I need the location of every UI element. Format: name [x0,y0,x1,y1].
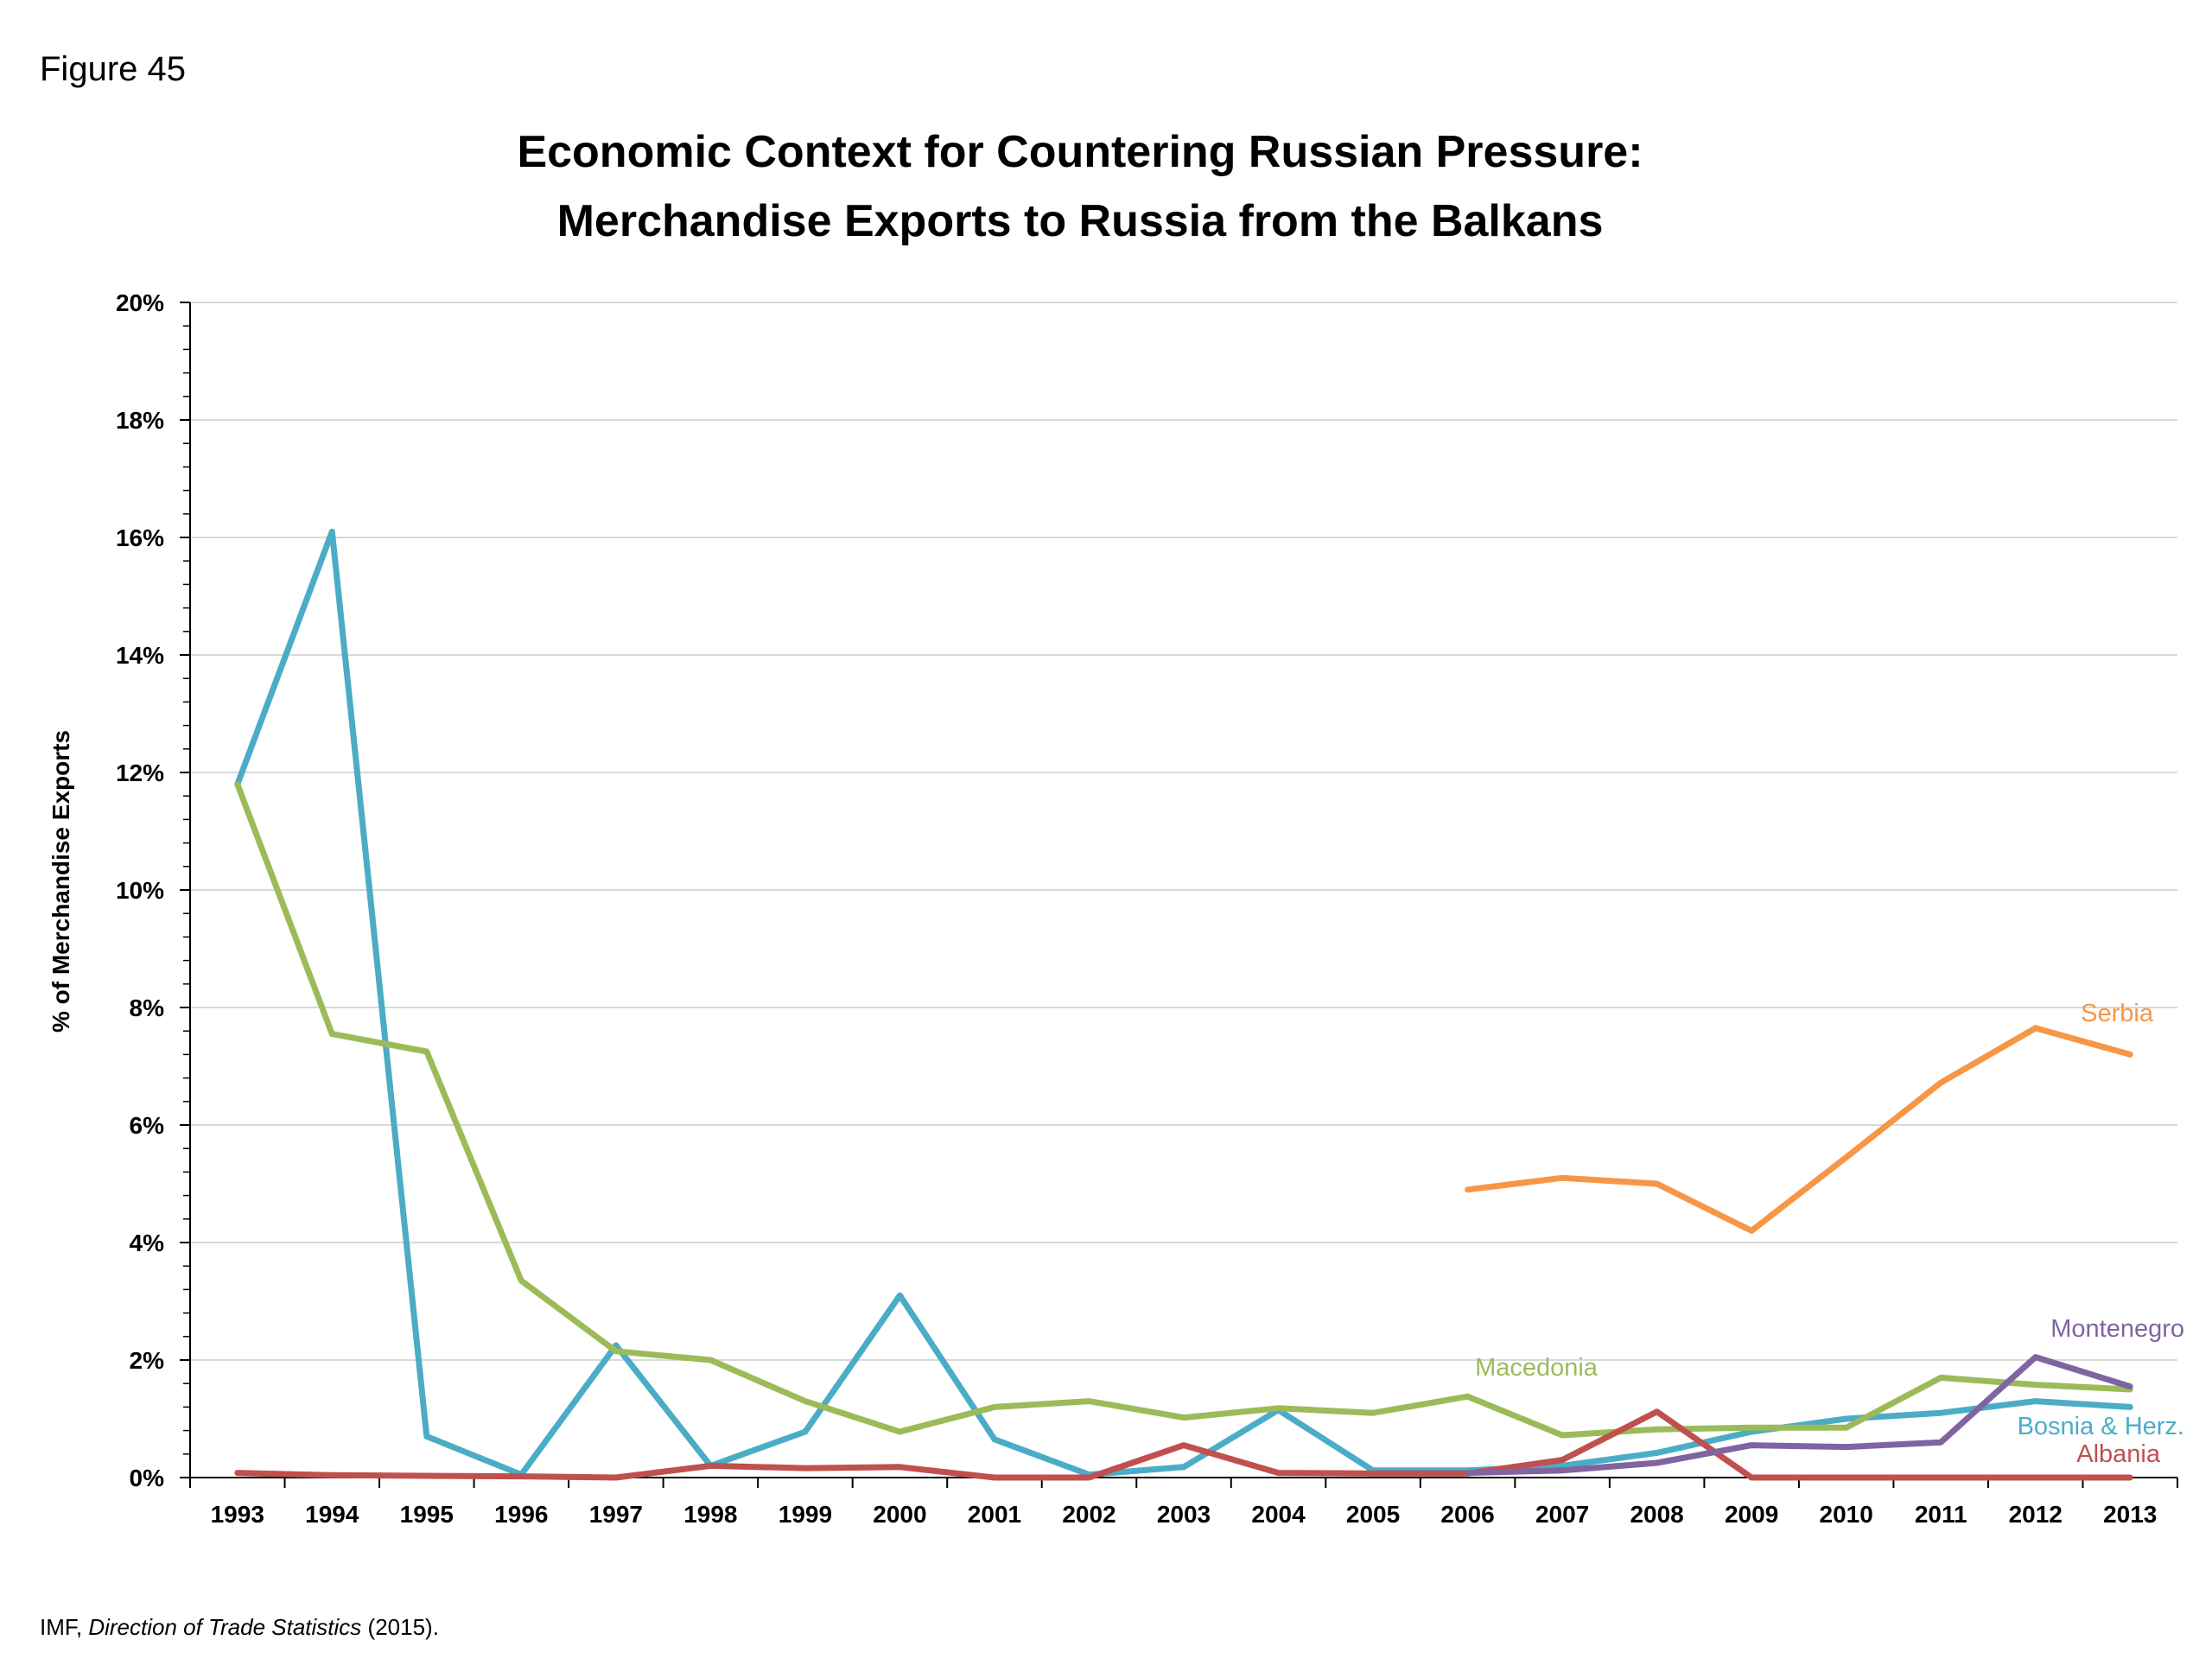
y-tick-label: 6% [130,1112,165,1139]
tick-labels: 0% 2% 4% 6% 8% 10% 12% 14% 16% 18% 20% 1993 1994 1995… [116,289,2157,1528]
source-prefix: IMF, [40,1614,89,1640]
x-tick-label: 1993 [211,1501,264,1528]
figure-label: Figure 45 [40,50,186,88]
x-tick-label: 2011 [1915,1501,1967,1528]
x-tick-label: 2010 [1820,1501,1873,1528]
x-tick-label: 1994 [305,1501,359,1528]
x-tick-label: 2008 [1630,1501,1683,1528]
x-tick-label: 2004 [1251,1501,1306,1528]
x-tick-label: 1999 [779,1501,832,1528]
x-tick-label: 2009 [1725,1501,1778,1528]
gridlines [190,302,2177,1361]
y-tick-label: 10% [116,877,164,904]
source-title: Direction of Trade Statistics [88,1614,362,1640]
y-tick-label: 20% [116,289,164,316]
series-line-macedonia [234,781,2133,1439]
x-tick-label: 2013 [2103,1501,2157,1528]
series-label-montenegro: Montenegro [2050,1315,2184,1343]
series-line-albania [234,1408,2133,1481]
series-line-montenegro [1465,1354,2133,1477]
x-tick-label: 2001 [968,1501,1021,1528]
x-tick-label: 1995 [400,1501,454,1528]
series-lines [234,528,2133,1481]
y-tick-label: 16% [116,524,164,551]
x-tick-label: 2002 [1062,1501,1116,1528]
y-tick-label: 18% [116,407,164,434]
y-tick-label: 4% [130,1230,165,1256]
y-axis-label: % of Merchandise Exports [48,730,74,1033]
y-tick-label: 14% [116,642,164,669]
y-tick-label: 12% [116,760,164,786]
axes [180,302,2178,1488]
y-tick-label: 2% [130,1347,165,1374]
source-suffix: (2015). [361,1614,439,1640]
chart-title-line-1: Economic Context for Countering Russian … [517,127,1643,177]
x-tick-label: 1996 [494,1501,548,1528]
chart-title-line-2: Merchandise Exports to Russia from the B… [556,196,1604,246]
x-tick-label: 2007 [1535,1501,1589,1528]
x-tick-label: 1997 [589,1501,643,1528]
x-tick-label: 2006 [1440,1501,1494,1528]
series-labels: Bosnia & Herz. Macedonia Albania Serbia Mont… [1475,1000,2184,1468]
x-tick-label: 1998 [683,1501,737,1528]
y-tick-label: 8% [130,995,165,1021]
series-label-bosnia-herz: Bosnia & Herz. [2018,1413,2184,1440]
x-tick-label: 2003 [1157,1501,1211,1528]
x-tick-label: 2000 [873,1501,926,1528]
series-label-serbia: Serbia [2081,1000,2154,1027]
series-line-serbia [1465,1025,2133,1234]
series-label-albania: Albania [2076,1440,2161,1468]
x-tick-label: 2005 [1346,1501,1400,1528]
series-label-macedonia: Macedonia [1475,1354,1599,1382]
x-tick-label: 2012 [2009,1501,2063,1528]
y-tick-label: 0% [130,1465,165,1491]
source-note: IMF, Direction of Trade Statistics (2015… [40,1614,439,1641]
series-line-bosnia-herz [234,528,2133,1478]
